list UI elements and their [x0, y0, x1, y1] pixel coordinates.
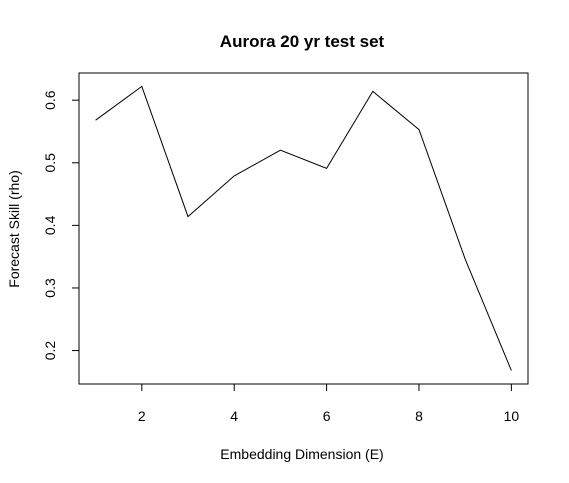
x-tick-label: 10 — [504, 408, 520, 424]
chart-title: Aurora 20 yr test set — [220, 32, 385, 51]
y-axis: 0.2 0.3 0.4 0.5 0.6 — [42, 90, 79, 360]
plot-area-border — [78, 72, 529, 385]
x-tick-label: 2 — [138, 408, 146, 424]
series-line — [95, 85, 512, 371]
y-tick-label: 0.2 — [42, 341, 58, 361]
y-tick-label: 0.6 — [42, 90, 58, 110]
y-tick-label: 0.5 — [42, 153, 58, 173]
x-axis: 2 4 6 8 10 — [138, 384, 519, 424]
x-tick-label: 8 — [415, 408, 423, 424]
x-tick-label: 6 — [323, 408, 331, 424]
x-tick-label: 4 — [230, 408, 238, 424]
y-tick-label: 0.3 — [42, 278, 58, 298]
y-tick-label: 0.4 — [42, 215, 58, 235]
x-axis-label: Embedding Dimension (E) — [220, 446, 383, 462]
y-axis-label: Forecast Skill (rho) — [6, 170, 22, 287]
